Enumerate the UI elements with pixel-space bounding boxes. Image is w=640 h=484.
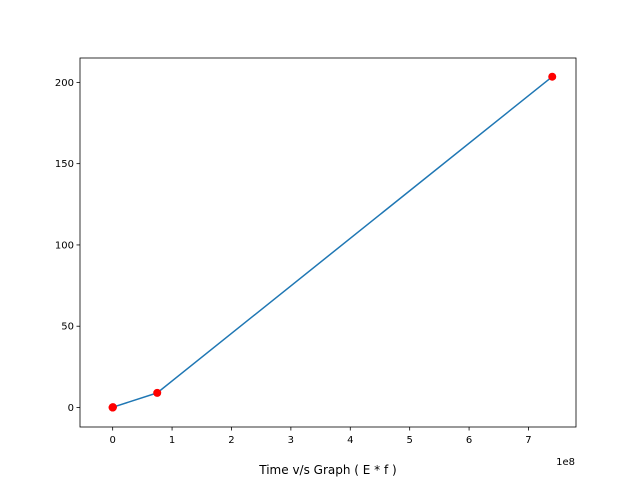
x-axis-offset-label: 1e8 xyxy=(556,457,575,468)
y-tick-label: 150 xyxy=(55,159,74,170)
series-layer xyxy=(108,72,557,412)
x-tick-label: 3 xyxy=(288,435,294,446)
x-tick-label: 1 xyxy=(169,435,175,446)
x-axis: 0 1 2 3 4 5 6 7 xyxy=(109,427,532,446)
x-tick-label: 6 xyxy=(466,435,472,446)
y-tick-label: 50 xyxy=(61,322,74,333)
data-point xyxy=(108,403,117,412)
x-tick-label: 0 xyxy=(109,435,115,446)
x-tick-label: 5 xyxy=(406,435,412,446)
x-axis-label: Time v/s Graph ( E * f ) xyxy=(258,463,396,477)
data-point xyxy=(548,72,557,81)
y-axis: 0 50 100 150 200 xyxy=(55,78,80,414)
data-point xyxy=(153,388,162,397)
y-tick-label: 0 xyxy=(68,403,74,414)
x-tick-label: 2 xyxy=(228,435,234,446)
x-tick-label: 4 xyxy=(347,435,353,446)
axes-frame xyxy=(79,57,577,428)
y-tick-label: 100 xyxy=(55,240,74,251)
x-tick-label: 7 xyxy=(525,435,531,446)
plot-area xyxy=(79,57,577,428)
y-tick-label: 200 xyxy=(55,78,74,89)
